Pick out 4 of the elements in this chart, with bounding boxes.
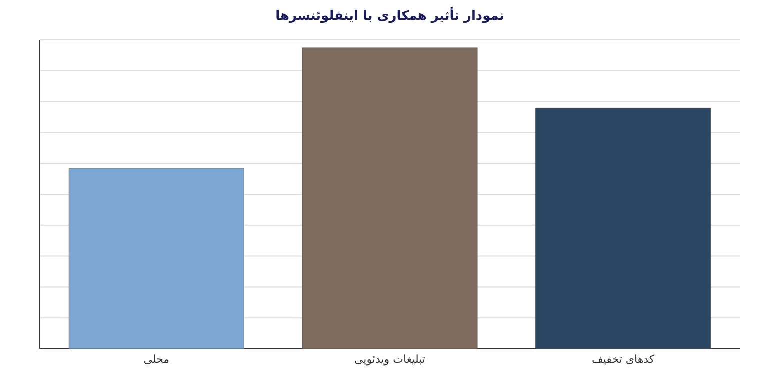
chart-title: نمودار تأثیر همکاری با اینفلوئنسرها (276, 7, 504, 24)
x-tick-label: تبلیغات ویدئویی (354, 353, 426, 366)
x-tick-label: محلی (144, 353, 170, 366)
x-tick-label: کدهای تخفیف (592, 353, 656, 366)
